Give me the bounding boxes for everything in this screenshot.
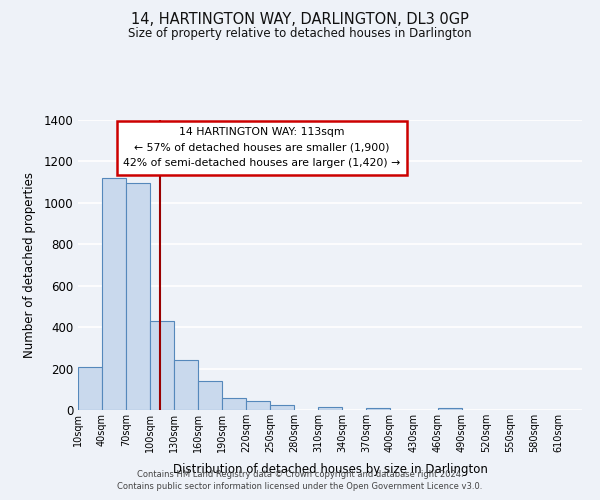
Text: Contains HM Land Registry data © Crown copyright and database right 2024.: Contains HM Land Registry data © Crown c… xyxy=(137,470,463,479)
Y-axis label: Number of detached properties: Number of detached properties xyxy=(23,172,37,358)
Text: 14, HARTINGTON WAY, DARLINGTON, DL3 0GP: 14, HARTINGTON WAY, DARLINGTON, DL3 0GP xyxy=(131,12,469,28)
Bar xyxy=(150,321,174,410)
Bar xyxy=(174,360,198,410)
Bar xyxy=(438,408,462,410)
Bar xyxy=(246,400,270,410)
Bar xyxy=(78,366,102,410)
Text: Size of property relative to detached houses in Darlington: Size of property relative to detached ho… xyxy=(128,28,472,40)
Text: Contains public sector information licensed under the Open Government Licence v3: Contains public sector information licen… xyxy=(118,482,482,491)
Bar xyxy=(198,381,222,410)
Bar xyxy=(270,405,294,410)
Bar xyxy=(126,183,150,410)
X-axis label: Distribution of detached houses by size in Darlington: Distribution of detached houses by size … xyxy=(173,464,487,476)
Bar xyxy=(318,407,342,410)
Bar xyxy=(102,178,126,410)
Text: 14 HARTINGTON WAY: 113sqm
← 57% of detached houses are smaller (1,900)
42% of se: 14 HARTINGTON WAY: 113sqm ← 57% of detac… xyxy=(124,127,401,168)
Bar xyxy=(366,408,390,410)
Bar xyxy=(222,398,246,410)
